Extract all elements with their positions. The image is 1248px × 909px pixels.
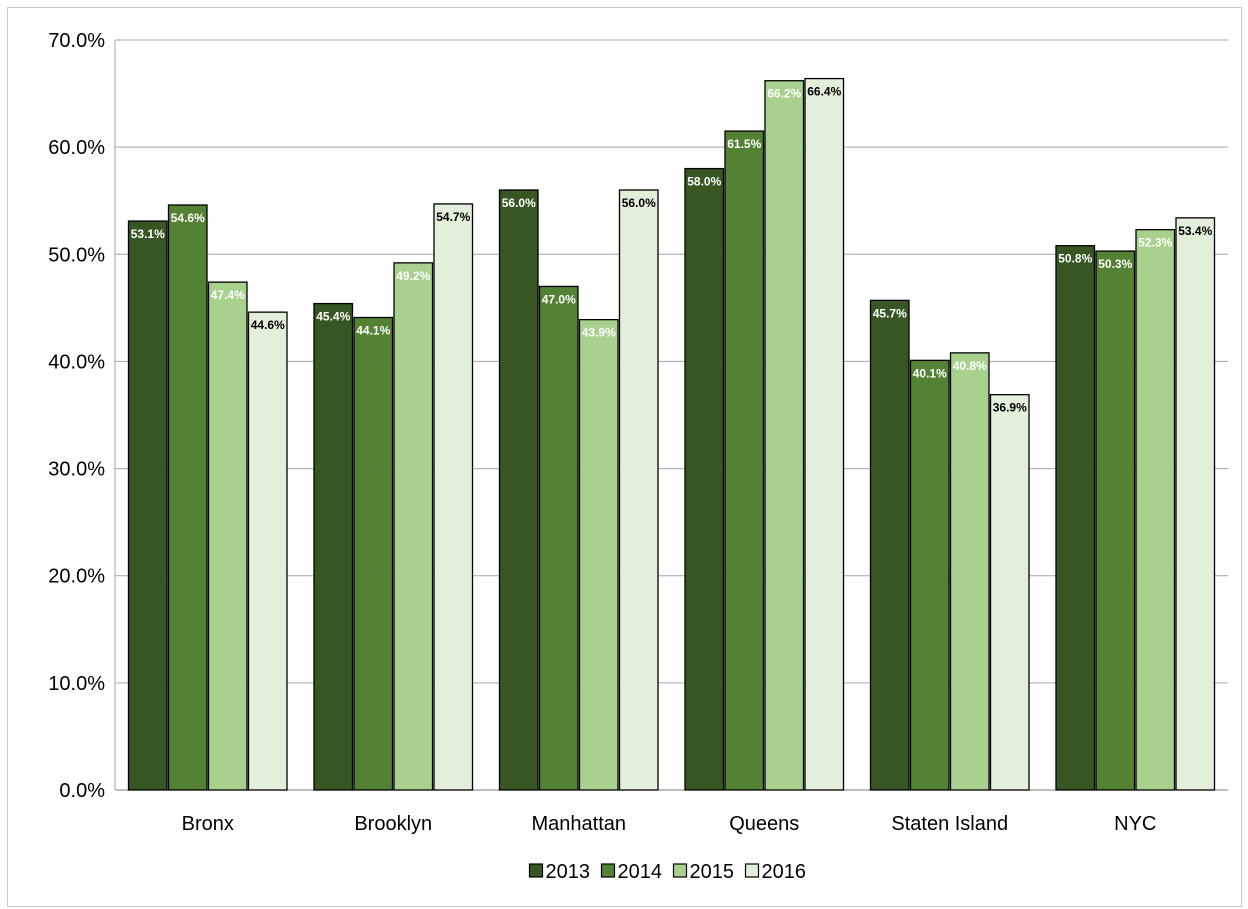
y-tick-label: 60.0% xyxy=(48,137,105,159)
data-label: 50.3% xyxy=(1098,257,1132,271)
data-label: 44.1% xyxy=(356,324,390,338)
bar xyxy=(1135,228,1176,791)
y-tick-label: 70.0% xyxy=(48,30,105,52)
data-label: 40.8% xyxy=(953,359,987,373)
bar xyxy=(1095,250,1136,791)
bar xyxy=(869,299,910,791)
x-tick-label: Queens xyxy=(729,813,799,835)
bar xyxy=(353,316,394,791)
bar xyxy=(393,262,434,791)
data-label: 58.0% xyxy=(687,175,721,189)
data-label: 43.9% xyxy=(582,326,616,340)
bar xyxy=(127,220,168,791)
data-label: 52.3% xyxy=(1138,236,1172,250)
legend-label: 2014 xyxy=(618,861,663,883)
bar xyxy=(949,352,990,791)
legend-label: 2016 xyxy=(762,861,807,883)
bar xyxy=(433,203,474,791)
legend-label: 2013 xyxy=(546,861,591,883)
data-label: 54.6% xyxy=(171,211,205,225)
x-axis: Bronx Brooklyn Manhattan Queens Staten Islan… xyxy=(182,813,1157,835)
data-label: 45.7% xyxy=(873,306,907,320)
legend: 2013 2014 2015 2016 xyxy=(528,861,807,883)
data-label: 40.1% xyxy=(913,366,947,380)
bar xyxy=(1055,245,1096,791)
data-label: 50.8% xyxy=(1058,252,1092,266)
bar xyxy=(247,311,288,791)
bar xyxy=(207,281,248,791)
legend-swatch xyxy=(528,863,544,878)
legend-label: 2015 xyxy=(690,861,735,883)
y-tick-label: 30.0% xyxy=(48,459,105,481)
x-tick-label: Manhattan xyxy=(531,813,626,835)
data-label: 36.9% xyxy=(993,401,1027,415)
y-tick-label: 50.0% xyxy=(48,244,105,266)
data-label: 49.2% xyxy=(396,269,430,283)
bar xyxy=(684,167,725,791)
data-label: 56.0% xyxy=(622,196,656,210)
data-label: 45.4% xyxy=(316,310,350,324)
data-label: 47.0% xyxy=(542,292,576,306)
x-tick-label: NYC xyxy=(1114,813,1156,835)
data-label: 54.7% xyxy=(436,210,470,224)
data-label: 61.5% xyxy=(727,137,761,151)
x-tick-label: Bronx xyxy=(182,813,234,835)
bars: 53.1% 54.6% 47.4% 44.6% 45.4% 44.1% 49.2% 54.7%… xyxy=(127,77,1216,791)
bar xyxy=(989,393,1030,791)
bar xyxy=(498,189,539,791)
data-label: 53.4% xyxy=(1178,224,1212,238)
legend-swatch xyxy=(744,863,760,878)
legend-swatch xyxy=(600,863,616,878)
bar xyxy=(618,189,659,791)
legend-swatch xyxy=(672,863,688,878)
y-tick-label: 10.0% xyxy=(48,673,105,695)
data-label: 53.1% xyxy=(131,227,165,241)
data-label: 66.2% xyxy=(767,87,801,101)
chart-frame xyxy=(7,7,1242,907)
bar xyxy=(804,77,845,791)
data-label: 47.4% xyxy=(211,288,245,302)
data-label: 66.4% xyxy=(807,85,841,99)
y-tick-label: 20.0% xyxy=(48,566,105,588)
bar xyxy=(764,80,805,791)
y-tick-label: 40.0% xyxy=(48,351,105,373)
x-tick-label: Staten Island xyxy=(891,813,1008,835)
bar xyxy=(578,318,619,791)
y-tick-label: 0.0% xyxy=(59,780,105,802)
bar xyxy=(724,130,765,791)
bar xyxy=(909,359,950,791)
gridlines xyxy=(115,39,1228,684)
data-label: 44.6% xyxy=(251,318,285,332)
bar xyxy=(538,285,579,791)
bar xyxy=(313,302,354,791)
data-label: 56.0% xyxy=(502,196,536,210)
bar xyxy=(167,204,208,791)
x-tick-label: Brooklyn xyxy=(354,813,432,835)
bar xyxy=(1175,217,1216,791)
y-axis: 0.0% 10.0% 20.0% 30.0% 40.0% 50.0% 60.0% 70.0% xyxy=(48,30,1228,802)
